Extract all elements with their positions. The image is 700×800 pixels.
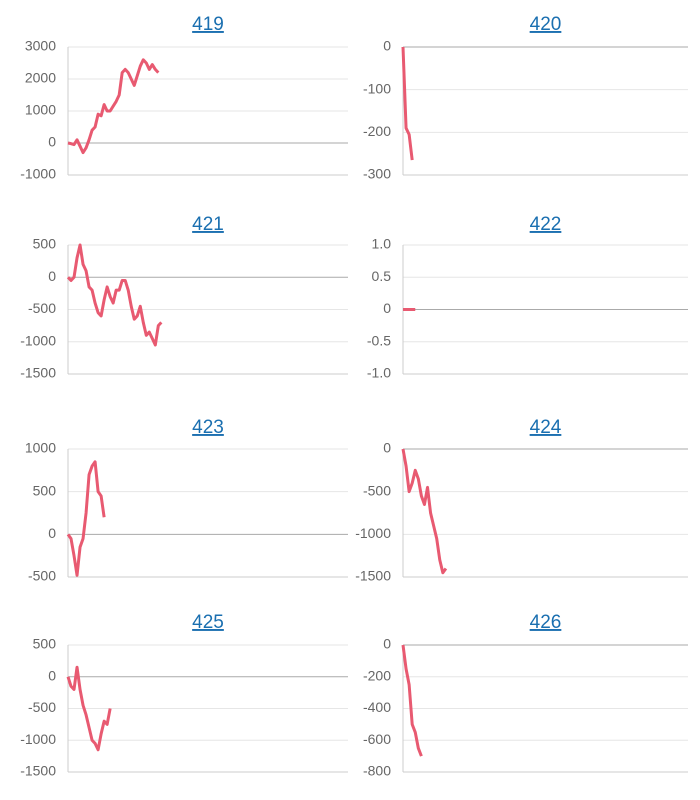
y-tick-label: -800 — [363, 763, 391, 779]
y-tick-label: -1000 — [20, 166, 56, 182]
chart-title[interactable]: 425 — [192, 612, 224, 633]
data-line — [66, 665, 112, 752]
y-tick-label: -1500 — [20, 763, 56, 779]
y-tick-label: 1000 — [25, 102, 56, 118]
data-line — [401, 46, 414, 161]
chart-title[interactable]: 424 — [530, 417, 562, 438]
y-tick-label: -300 — [363, 166, 391, 182]
chart-title[interactable]: 422 — [530, 214, 562, 235]
y-tick-label: -1000 — [355, 525, 391, 541]
data-line — [401, 448, 448, 575]
y-tick-label: -600 — [363, 731, 391, 747]
chart-title[interactable]: 423 — [192, 417, 224, 438]
y-tick-label: 500 — [33, 636, 57, 652]
y-tick-label: -1.0 — [367, 365, 391, 381]
y-tick-label: 1000 — [25, 440, 56, 456]
chart-title[interactable]: 421 — [192, 214, 224, 235]
y-tick-label: -500 — [28, 699, 56, 715]
y-tick-label: 0 — [48, 667, 56, 683]
y-tick-label: -1000 — [20, 731, 56, 747]
y-tick-label: 2000 — [25, 70, 56, 86]
chart-title[interactable]: 420 — [530, 14, 562, 35]
chart-title[interactable]: 419 — [192, 14, 224, 35]
y-tick-label: 0 — [48, 134, 56, 150]
y-tick-label: -400 — [363, 699, 391, 715]
y-tick-label: -500 — [28, 300, 56, 316]
y-tick-label: 500 — [33, 236, 57, 252]
y-tick-label: 500 — [33, 482, 57, 498]
y-tick-label: -1000 — [20, 332, 56, 348]
y-tick-label: 0 — [383, 636, 391, 652]
y-tick-label: -1500 — [355, 568, 391, 584]
data-line — [67, 58, 160, 155]
y-tick-label: 0 — [48, 268, 56, 284]
chart-title[interactable]: 426 — [530, 612, 562, 633]
y-tick-label: 0 — [383, 440, 391, 456]
y-tick-label: 1.0 — [372, 236, 392, 252]
y-tick-label: -100 — [363, 80, 391, 96]
y-tick-label: -500 — [363, 482, 391, 498]
y-tick-label: -200 — [363, 667, 391, 683]
y-tick-label: 0 — [383, 300, 391, 316]
y-tick-label: 0.5 — [372, 268, 392, 284]
y-tick-label: -0.5 — [367, 332, 391, 348]
y-tick-label: 0 — [48, 525, 56, 541]
y-tick-label: 0 — [383, 38, 391, 54]
data-line — [401, 644, 423, 757]
data-line — [66, 460, 106, 577]
y-tick-label: -1500 — [20, 365, 56, 381]
y-tick-label: -200 — [363, 123, 391, 139]
y-tick-label: -500 — [28, 568, 56, 584]
y-tick-label: 3000 — [25, 38, 56, 54]
data-line — [66, 243, 163, 347]
